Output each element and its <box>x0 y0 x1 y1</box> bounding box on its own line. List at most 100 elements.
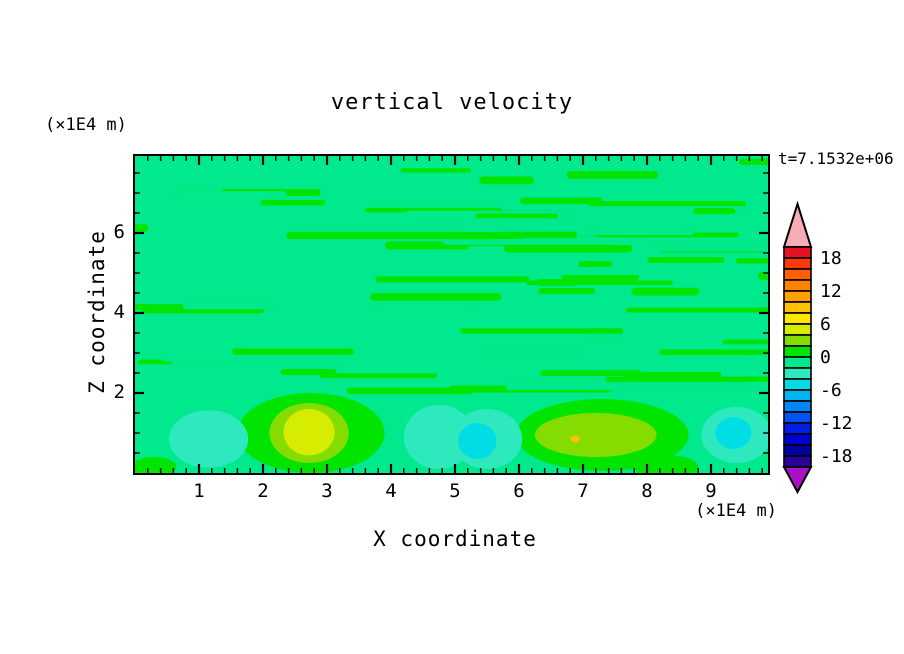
colorbar-segment <box>783 433 812 446</box>
streak <box>320 373 438 379</box>
streak <box>578 261 612 268</box>
colorbar-segment <box>783 422 812 435</box>
x-tick-label: 7 <box>577 480 589 502</box>
colorbar-segment <box>783 334 812 347</box>
streak <box>587 201 747 207</box>
x-axis-unit: (×1E4 m) <box>695 501 777 521</box>
streak <box>739 158 768 165</box>
colorbar-label: 12 <box>820 281 842 302</box>
streak <box>722 339 768 345</box>
streak <box>659 349 768 356</box>
contour-cell <box>168 410 249 468</box>
x-tick-label: 4 <box>385 480 397 502</box>
streak <box>479 176 535 185</box>
contour-cell <box>715 417 752 449</box>
streak <box>182 302 275 310</box>
y-tick-label: 6 <box>113 221 125 243</box>
streak <box>219 207 395 214</box>
colorbar-segment <box>783 312 812 325</box>
colorbar-segment <box>783 301 812 314</box>
streak <box>765 306 768 313</box>
streak <box>232 348 354 355</box>
streak-texture <box>135 158 768 395</box>
streak <box>566 171 659 179</box>
colorbar-label: -12 <box>820 413 853 434</box>
x-tick-label: 3 <box>321 480 333 502</box>
streak <box>411 174 455 181</box>
streak <box>625 307 768 313</box>
contour-cell <box>135 457 177 473</box>
colorbar-segment <box>783 356 812 369</box>
streak <box>661 382 750 389</box>
streak <box>625 372 722 377</box>
streak <box>693 208 736 215</box>
streak <box>173 191 287 198</box>
streak <box>655 245 768 252</box>
timestamp: t=7.1532e+06 <box>778 149 894 168</box>
contour-cell <box>570 435 580 443</box>
streak <box>460 328 624 334</box>
streak <box>260 199 326 206</box>
streak <box>751 299 768 308</box>
streak <box>342 322 423 328</box>
contour-features <box>135 393 768 473</box>
y-tick-label: 2 <box>113 381 125 403</box>
streak <box>162 355 348 362</box>
streak <box>498 231 578 239</box>
colorbar-segment <box>783 268 812 281</box>
streak <box>504 245 633 253</box>
x-axis-title: X coordinate <box>373 527 537 551</box>
colorbar-segment <box>783 367 812 380</box>
streak <box>442 239 611 245</box>
colorbar-segment <box>783 345 812 358</box>
streak <box>647 257 725 263</box>
colorbar-segment <box>783 389 812 402</box>
streak <box>368 303 480 310</box>
streak <box>505 382 662 391</box>
streak <box>520 197 603 205</box>
streak <box>561 275 640 281</box>
contour-cell <box>283 409 335 456</box>
streak <box>758 271 768 280</box>
colorbar-segment <box>783 279 812 292</box>
x-tick-label: 5 <box>449 480 461 502</box>
colorbar-segment <box>783 246 812 259</box>
colorbar-label: 18 <box>820 248 842 269</box>
colorbar-segment <box>783 257 812 270</box>
x-tick-label: 1 <box>193 480 205 502</box>
colorbar-segment <box>783 411 812 424</box>
y-tick-label: 4 <box>113 301 125 323</box>
streak <box>645 237 689 245</box>
chart-title: vertical velocity <box>330 90 574 115</box>
colorbar-label: -18 <box>820 446 853 467</box>
colorbar-under-arrow <box>782 466 813 495</box>
contour-cell <box>634 455 699 473</box>
streak <box>734 213 768 221</box>
streak <box>346 387 475 395</box>
streak <box>538 287 596 294</box>
colorbar-segment <box>783 290 812 303</box>
streak <box>540 370 642 376</box>
streak <box>631 287 700 296</box>
streak <box>477 350 585 355</box>
colorbar: 18 12 6 0 -6 -12 -18 <box>782 200 853 495</box>
colorbar-segment <box>783 323 812 336</box>
streak <box>370 293 502 301</box>
streak <box>135 224 149 232</box>
streak <box>584 229 694 236</box>
streak <box>526 280 674 285</box>
colorbar-segment <box>783 444 812 457</box>
contour-plot <box>135 156 768 473</box>
colorbar-over-arrow <box>782 200 813 248</box>
colorbar-segment <box>783 400 812 413</box>
x-tick-label: 8 <box>641 480 653 502</box>
streak <box>375 276 530 283</box>
x-tick-label: 9 <box>705 480 717 502</box>
streak <box>400 168 471 173</box>
colorbar-label: -6 <box>820 380 842 401</box>
x-tick-label: 2 <box>257 480 269 502</box>
streak <box>475 213 558 219</box>
colorbar-segment <box>783 378 812 391</box>
axis-ticks <box>135 156 768 473</box>
